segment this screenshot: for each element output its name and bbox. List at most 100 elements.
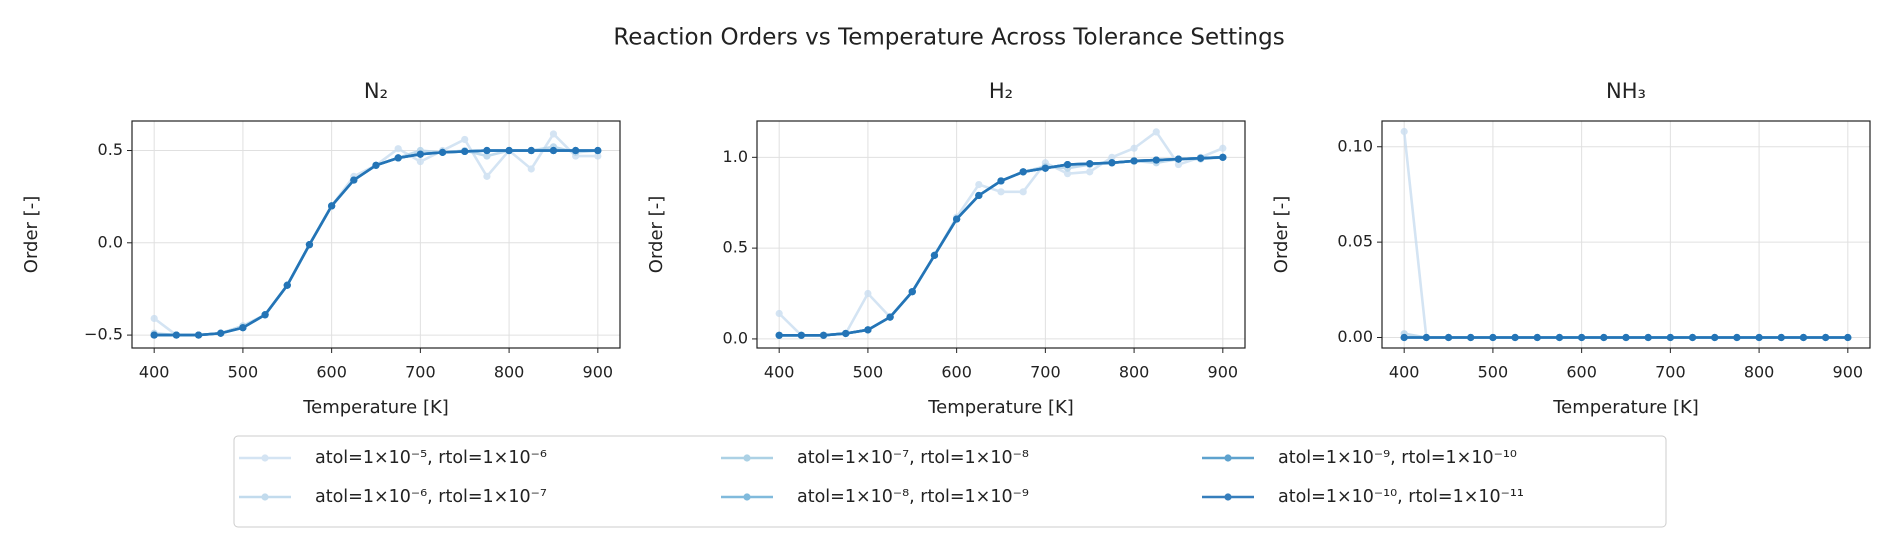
point — [527, 146, 535, 155]
point — [594, 152, 602, 160]
x-tick-label: 500 — [853, 363, 884, 382]
series — [150, 143, 602, 339]
point — [150, 314, 158, 323]
point — [1086, 160, 1094, 168]
legend-label: atol=1×10⁻⁹, rtol=1×10⁻¹⁰ — [1278, 448, 1517, 468]
y-tick-label: 0.0 — [98, 232, 123, 251]
x-axis-label: Temperature [K] — [302, 397, 449, 418]
point — [350, 176, 358, 184]
point — [1174, 160, 1183, 169]
point — [527, 165, 535, 173]
point — [1422, 333, 1430, 342]
point — [1600, 333, 1608, 342]
point — [1467, 333, 1475, 342]
point — [394, 154, 402, 162]
point — [328, 202, 336, 210]
legend-label: atol=1×10⁻⁶, rtol=1×10⁻⁷ — [315, 487, 547, 507]
point — [975, 191, 983, 200]
x-tick-label: 400 — [139, 363, 170, 382]
point — [1555, 333, 1564, 342]
point — [1152, 128, 1160, 136]
legend-entry — [721, 454, 773, 462]
point — [483, 172, 491, 180]
x-tick-label: 500 — [1478, 363, 1509, 382]
legend-marker — [261, 454, 269, 462]
x-tick-label: 800 — [1744, 363, 1775, 382]
x-tick-label: 600 — [1566, 363, 1597, 382]
y-axis-label: Order [-] — [21, 196, 42, 273]
point — [416, 150, 424, 158]
y-axis-label: Order [-] — [1271, 196, 1292, 273]
y-tick-label: −0.5 — [84, 325, 123, 344]
point — [1130, 144, 1138, 152]
point — [261, 311, 269, 319]
point — [1666, 333, 1674, 342]
point — [1533, 333, 1541, 342]
x-tick-label: 600 — [316, 363, 347, 382]
point — [1019, 188, 1027, 196]
axes-frame — [1381, 120, 1871, 349]
point — [416, 158, 424, 166]
series-line — [1402, 131, 1848, 339]
subplot-title: NH₃ — [1606, 79, 1646, 103]
y-tick-label: 0.05 — [1337, 232, 1373, 251]
legend-marker — [261, 493, 269, 501]
legend-label: atol=1×10⁻¹⁰, rtol=1×10⁻¹¹ — [1278, 487, 1524, 507]
x-tick-label: 900 — [583, 363, 614, 382]
point — [438, 148, 447, 156]
point — [283, 281, 291, 289]
point — [842, 329, 850, 338]
point — [1733, 333, 1741, 342]
x-tick-label: 800 — [1119, 363, 1150, 382]
point — [975, 180, 983, 189]
point — [372, 161, 380, 169]
point — [1578, 333, 1586, 342]
x-tick-label: 600 — [941, 363, 972, 382]
point — [1063, 160, 1072, 169]
subplot-title: N₂ — [364, 79, 388, 103]
point — [1400, 333, 1408, 342]
legend-marker — [1224, 493, 1232, 501]
point — [1688, 333, 1697, 342]
y-tick-label: 0.5 — [723, 238, 748, 257]
point — [1444, 333, 1453, 342]
legend-label: atol=1×10⁻⁸, rtol=1×10⁻⁹ — [797, 487, 1029, 507]
point — [549, 130, 558, 138]
point — [483, 146, 491, 155]
point — [505, 146, 513, 155]
legend-frame — [233, 435, 1667, 528]
y-tick-label: 1.0 — [723, 147, 748, 166]
point — [797, 331, 805, 339]
x-axis-label: Temperature [K] — [927, 397, 1074, 418]
point — [305, 241, 314, 249]
y-tick-label: 0.10 — [1337, 136, 1373, 155]
point — [1777, 333, 1785, 342]
point — [1822, 333, 1830, 342]
y-axis-label: Order [-] — [646, 196, 667, 273]
point — [953, 215, 961, 223]
point — [864, 289, 872, 298]
point — [239, 324, 247, 332]
point — [1197, 154, 1205, 162]
point — [1108, 153, 1116, 161]
point — [997, 177, 1005, 185]
legend-label: atol=1×10⁻⁵, rtol=1×10⁻⁶ — [315, 448, 547, 468]
point — [572, 146, 580, 155]
series — [150, 146, 602, 339]
point — [1108, 159, 1116, 167]
series-line — [154, 145, 598, 337]
legend-entry — [239, 454, 291, 462]
point — [930, 251, 939, 259]
point — [1755, 333, 1763, 342]
point — [1844, 333, 1852, 342]
point — [172, 331, 180, 339]
point — [1219, 153, 1227, 161]
y-tick-label: 0.0 — [723, 328, 748, 347]
x-tick-label: 700 — [1655, 363, 1686, 382]
point — [864, 326, 872, 334]
point — [1489, 333, 1497, 342]
point — [1622, 333, 1630, 342]
figure-title: Reaction Orders vs Temperature Across To… — [613, 25, 1284, 51]
point — [819, 331, 828, 339]
point — [1644, 333, 1652, 342]
